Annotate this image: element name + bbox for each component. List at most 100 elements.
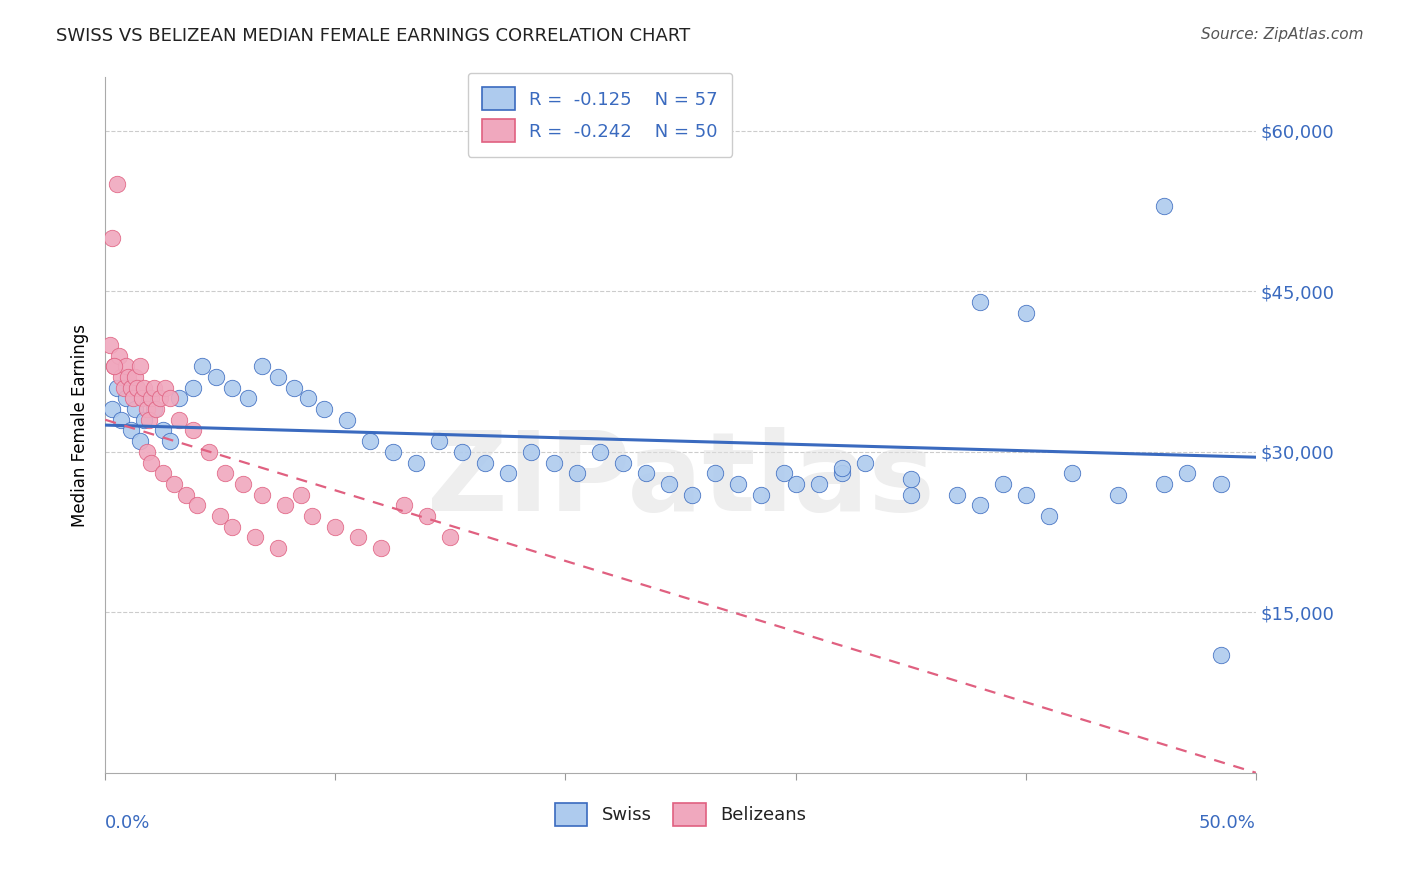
Point: [520, 445, 543, 459]
Point: [612, 456, 634, 470]
Point: [283, 381, 305, 395]
Point: [186, 499, 208, 513]
Point: [274, 499, 297, 513]
Point: [134, 381, 156, 395]
Point: [831, 467, 853, 481]
Text: ZIPatlas: ZIPatlas: [426, 427, 935, 534]
Point: [128, 434, 150, 449]
Point: [209, 508, 232, 523]
Point: [98, 338, 121, 352]
Point: [138, 392, 160, 406]
Point: [115, 359, 138, 374]
Point: [250, 359, 273, 374]
Point: [969, 295, 991, 310]
Point: [427, 434, 450, 449]
Point: [142, 381, 165, 395]
Point: [115, 392, 138, 406]
Point: [232, 477, 254, 491]
Point: [853, 456, 876, 470]
Point: [221, 519, 243, 533]
Point: [439, 530, 461, 544]
Point: [1175, 467, 1198, 481]
Point: [945, 488, 967, 502]
Point: [1153, 477, 1175, 491]
Point: [108, 349, 131, 363]
Point: [347, 530, 370, 544]
Point: [138, 413, 160, 427]
Point: [153, 381, 176, 395]
Point: [214, 467, 236, 481]
Point: [394, 499, 416, 513]
Point: [807, 477, 830, 491]
Point: [101, 402, 124, 417]
Point: [121, 392, 143, 406]
Point: [131, 392, 153, 406]
Point: [221, 381, 243, 395]
Point: [969, 499, 991, 513]
Point: [312, 402, 335, 417]
Point: [197, 445, 219, 459]
Point: [152, 467, 174, 481]
Point: [174, 488, 197, 502]
Point: [127, 381, 149, 395]
Point: [159, 434, 181, 449]
Point: [149, 392, 172, 406]
Point: [117, 370, 139, 384]
Point: [416, 508, 439, 523]
Point: [181, 424, 204, 438]
Point: [727, 477, 749, 491]
Point: [1060, 467, 1083, 481]
Point: [370, 541, 392, 555]
Point: [120, 424, 142, 438]
Point: [128, 359, 150, 374]
Point: [103, 359, 125, 374]
Point: [110, 370, 132, 384]
Point: [1211, 477, 1233, 491]
Point: [831, 461, 853, 475]
Point: [236, 392, 259, 406]
Point: [634, 467, 657, 481]
Point: [105, 178, 128, 192]
Point: [145, 402, 167, 417]
Point: [991, 477, 1014, 491]
Point: [124, 402, 146, 417]
Point: [1211, 648, 1233, 662]
Point: [359, 434, 381, 449]
Point: [124, 370, 146, 384]
Text: Source: ZipAtlas.com: Source: ZipAtlas.com: [1201, 27, 1364, 42]
Point: [543, 456, 565, 470]
Point: [589, 445, 612, 459]
Point: [565, 467, 588, 481]
Point: [336, 413, 359, 427]
Point: [785, 477, 807, 491]
Point: [1038, 508, 1060, 523]
Text: 50.0%: 50.0%: [1199, 814, 1256, 832]
Point: [167, 392, 190, 406]
Point: [381, 445, 404, 459]
Point: [658, 477, 681, 491]
Point: [451, 445, 474, 459]
Point: [474, 456, 496, 470]
Point: [250, 488, 273, 502]
Point: [152, 424, 174, 438]
Point: [681, 488, 703, 502]
Point: [135, 445, 157, 459]
Point: [297, 392, 319, 406]
Point: [900, 488, 922, 502]
Point: [773, 467, 796, 481]
Point: [749, 488, 772, 502]
Point: [204, 370, 226, 384]
Point: [496, 467, 519, 481]
Point: [101, 231, 124, 245]
Point: [159, 392, 181, 406]
Text: 0.0%: 0.0%: [105, 814, 150, 832]
Point: [110, 413, 132, 427]
Point: [134, 413, 156, 427]
Point: [141, 392, 163, 406]
Point: [167, 413, 190, 427]
Point: [405, 456, 427, 470]
Point: [135, 402, 157, 417]
Point: [1015, 306, 1038, 320]
Point: [1107, 488, 1129, 502]
Point: [1153, 199, 1175, 213]
